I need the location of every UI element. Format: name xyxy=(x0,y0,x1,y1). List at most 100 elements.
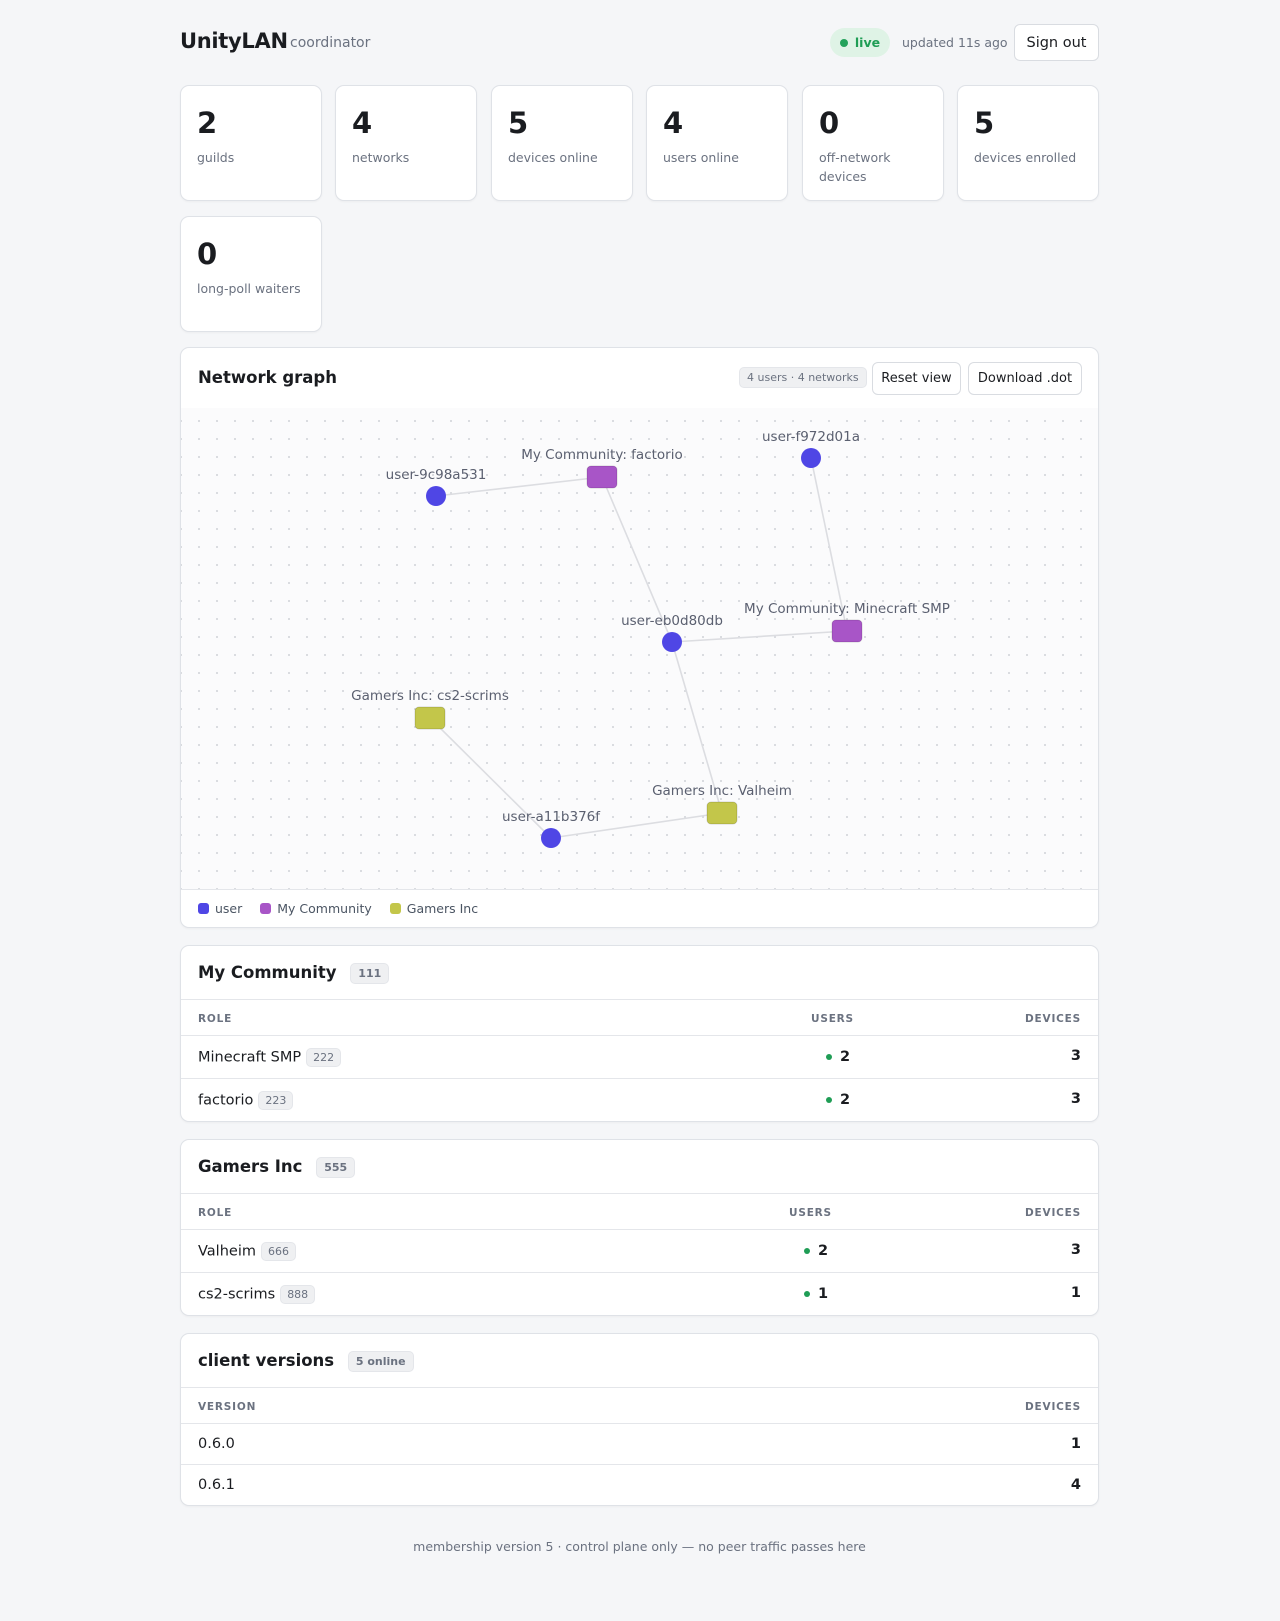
guild-header: My Community 111 xyxy=(181,946,1098,1000)
table-header: VERSION DEVICES xyxy=(181,1388,1098,1424)
reset-view-button[interactable]: Reset view xyxy=(872,362,961,395)
client-versions-title: client versions 5 online xyxy=(198,1351,414,1372)
col-role: ROLE xyxy=(198,1013,233,1025)
col-version: VERSION xyxy=(198,1401,257,1413)
guild-name: My Community xyxy=(198,963,337,982)
legend-item-my-community: My Community xyxy=(260,901,372,916)
network-node[interactable] xyxy=(414,706,446,730)
user-node[interactable] xyxy=(541,828,561,848)
guild-id-badge: 111 xyxy=(350,963,390,984)
node-label: user-f972d01a xyxy=(762,429,860,445)
users-cell: 2 xyxy=(826,1092,850,1108)
table-row[interactable]: 0.6.1 4 xyxy=(181,1465,1098,1505)
app-title: UnityLAN xyxy=(180,29,288,53)
stat-value: 4 xyxy=(352,106,373,140)
download-dot-button[interactable]: Download .dot xyxy=(968,362,1082,395)
graph-canvas[interactable]: user-9c98a531 My Community: factorio user-… xyxy=(181,408,1098,889)
devices-cell: 4 xyxy=(1070,1477,1081,1493)
stat-label: off-network devices xyxy=(819,150,891,184)
role-cell: Valheim 666 xyxy=(198,1242,296,1261)
stat-label: long-poll waiters xyxy=(197,281,301,296)
col-devices: DEVICES xyxy=(1025,1207,1081,1219)
gamers-inc-swatch-icon xyxy=(389,903,401,914)
graph-svg[interactable]: user-9c98a531 My Community: factorio user-… xyxy=(181,408,1098,889)
online-dot-icon xyxy=(826,1054,832,1060)
users-cell: 1 xyxy=(804,1286,828,1302)
stat-label: devices enrolled xyxy=(974,150,1077,165)
role-cell: factorio 223 xyxy=(198,1091,294,1110)
stat-card-guilds: 2 guilds xyxy=(180,85,322,201)
stat-label: guilds xyxy=(197,150,235,165)
users-count: 2 xyxy=(818,1243,829,1259)
table-row[interactable]: 0.6.0 1 xyxy=(181,1424,1098,1465)
role-id-badge: 222 xyxy=(306,1048,342,1067)
node-label: My Community: Minecraft SMP xyxy=(744,601,950,617)
table-row[interactable]: cs2-scrims 888 1 1 xyxy=(181,1273,1098,1315)
devices-cell: 3 xyxy=(1070,1242,1081,1258)
stat-value: 5 xyxy=(508,106,529,140)
my-community-swatch-icon xyxy=(260,903,272,914)
network-node[interactable] xyxy=(831,619,863,643)
stat-label: networks xyxy=(352,150,410,165)
users-cell: 2 xyxy=(804,1243,828,1259)
devices-cell: 3 xyxy=(1070,1048,1081,1064)
header: UnityLAN coordinator live updated 11s ag… xyxy=(180,24,1099,62)
col-devices: DEVICES xyxy=(1025,1013,1081,1025)
sign-out-button[interactable]: Sign out xyxy=(1014,24,1099,61)
users-count: 2 xyxy=(840,1049,851,1065)
graph-legend: user My Community Gamers Inc xyxy=(181,889,1098,927)
stat-card-off-network-devices: 0 off-network devices xyxy=(802,85,944,201)
node-label: Gamers Inc: cs2-scrims xyxy=(351,688,509,704)
role-cell: Minecraft SMP 222 xyxy=(198,1048,342,1067)
node-label: user-a11b376f xyxy=(502,809,601,825)
network-graph-title: Network graph xyxy=(198,368,337,387)
users-cell: 2 xyxy=(826,1049,850,1065)
graph-edge xyxy=(435,476,603,497)
stat-label: users online xyxy=(663,150,739,165)
devices-cell: 3 xyxy=(1070,1091,1081,1107)
col-users: USERS xyxy=(811,1013,854,1025)
legend-item-gamers-inc: Gamers Inc xyxy=(389,901,478,916)
online-count-badge: 5 online xyxy=(347,1351,414,1372)
role-name: Valheim xyxy=(198,1243,256,1260)
online-dot-icon xyxy=(826,1097,832,1103)
live-status-badge: live xyxy=(830,28,890,57)
role-name: Minecraft SMP xyxy=(198,1049,302,1066)
stat-label: devices online xyxy=(508,150,598,165)
table-row[interactable]: factorio 223 2 3 xyxy=(181,1079,1098,1121)
col-role: ROLE xyxy=(198,1207,233,1219)
graph-summary-badge: 4 users · 4 networks xyxy=(739,367,867,388)
stat-card-networks: 4 networks xyxy=(335,85,477,201)
node-label: user-eb0d80db xyxy=(621,613,723,629)
network-node[interactable] xyxy=(586,465,618,489)
graph-edge xyxy=(550,812,723,839)
graph-edge xyxy=(671,630,848,643)
node-label: Gamers Inc: Valheim xyxy=(652,783,792,799)
online-dot-icon xyxy=(804,1291,810,1297)
guild-title: My Community 111 xyxy=(198,963,390,984)
stat-card-devices-enrolled: 5 devices enrolled xyxy=(957,85,1099,201)
guild-card-gamers-inc: Gamers Inc 555 ROLE USERS DEVICES Valhei… xyxy=(180,1139,1099,1316)
user-node[interactable] xyxy=(426,486,446,506)
stat-value: 5 xyxy=(974,106,995,140)
table-row[interactable]: Minecraft SMP 222 2 3 xyxy=(181,1036,1098,1079)
stat-value: 0 xyxy=(819,106,840,140)
footer-note: membership version 5 · control plane onl… xyxy=(413,1539,866,1554)
user-node[interactable] xyxy=(801,448,821,468)
role-cell: cs2-scrims 888 xyxy=(198,1285,316,1304)
version-cell: 0.6.1 xyxy=(198,1477,235,1493)
table-row[interactable]: Valheim 666 2 3 xyxy=(181,1230,1098,1273)
guild-id-badge: 555 xyxy=(316,1157,356,1178)
network-node[interactable] xyxy=(706,801,738,825)
user-swatch-icon xyxy=(198,903,209,914)
graph-edge xyxy=(601,476,673,643)
stat-value: 2 xyxy=(197,106,218,140)
guild-title: Gamers Inc 555 xyxy=(198,1157,356,1178)
user-node[interactable] xyxy=(662,632,682,652)
legend-label: user xyxy=(215,901,243,916)
guild-name: Gamers Inc xyxy=(198,1157,303,1176)
users-count: 2 xyxy=(840,1092,851,1108)
stat-card-long-poll-waiters: 0 long-poll waiters xyxy=(180,216,322,332)
stat-card-users-online: 4 users online xyxy=(646,85,788,201)
col-users: USERS xyxy=(789,1207,832,1219)
